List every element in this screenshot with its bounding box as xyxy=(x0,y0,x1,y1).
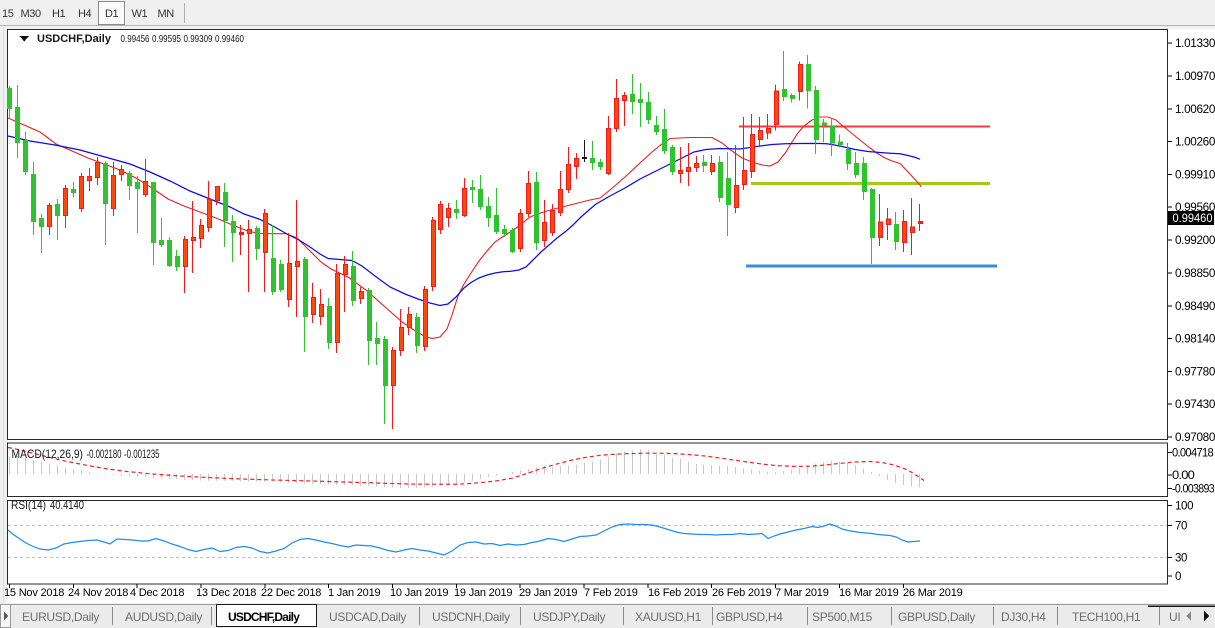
svg-text:0.98850: 0.98850 xyxy=(1175,268,1215,280)
svg-text:USDCNH,Daily: USDCNH,Daily xyxy=(432,610,510,624)
svg-text:29 Jan 2019: 29 Jan 2019 xyxy=(519,587,577,599)
svg-text:100: 100 xyxy=(1175,501,1193,513)
svg-text:0.99595: 0.99595 xyxy=(152,33,181,45)
svg-text:MN: MN xyxy=(158,8,175,20)
svg-text:0.98490: 0.98490 xyxy=(1175,301,1215,313)
svg-text:13 Dec 2018: 13 Dec 2018 xyxy=(196,587,256,599)
svg-text:D1: D1 xyxy=(105,8,119,20)
svg-text:0.98140: 0.98140 xyxy=(1175,334,1215,346)
svg-text:UI: UI xyxy=(1169,610,1180,624)
svg-text:0.00: 0.00 xyxy=(1172,470,1194,482)
svg-text:USDCHF,Daily: USDCHF,Daily xyxy=(37,33,112,45)
svg-text:16 Feb 2019: 16 Feb 2019 xyxy=(648,587,708,599)
svg-text:-0.003893: -0.003893 xyxy=(1172,484,1214,496)
svg-text:USDCAD,Daily: USDCAD,Daily xyxy=(329,610,406,624)
svg-text:W1: W1 xyxy=(132,8,148,20)
svg-text:GBPUSD,H4: GBPUSD,H4 xyxy=(716,610,783,624)
svg-text:RSI(14): RSI(14) xyxy=(11,498,46,512)
svg-text:TECH100,H1: TECH100,H1 xyxy=(1072,610,1141,624)
svg-text:7 Feb 2019: 7 Feb 2019 xyxy=(584,587,638,599)
svg-text:-0.002180: -0.002180 xyxy=(87,447,122,461)
svg-text:16 Mar 2019: 16 Mar 2019 xyxy=(839,587,899,599)
svg-text:H4: H4 xyxy=(78,8,92,20)
svg-text:0.99460: 0.99460 xyxy=(215,33,244,45)
svg-text:0.99200: 0.99200 xyxy=(1175,235,1215,247)
svg-text:70: 70 xyxy=(1175,521,1187,533)
svg-text:0.99456: 0.99456 xyxy=(121,33,150,45)
svg-text:30: 30 xyxy=(1175,553,1187,565)
svg-text:40.4140: 40.4140 xyxy=(50,498,84,512)
svg-text:7 Mar 2019: 7 Mar 2019 xyxy=(775,587,829,599)
svg-text:1.01330: 1.01330 xyxy=(1175,38,1215,50)
svg-text:H1: H1 xyxy=(52,8,66,20)
svg-text:26 Mar 2019: 26 Mar 2019 xyxy=(903,587,963,599)
svg-text:GBPUSD,Daily: GBPUSD,Daily xyxy=(898,610,975,624)
svg-text:AUDUSD,Daily: AUDUSD,Daily xyxy=(125,610,202,624)
svg-text:0.004718: 0.004718 xyxy=(1172,448,1213,460)
svg-text:0.99309: 0.99309 xyxy=(184,33,213,45)
svg-text:0.97780: 0.97780 xyxy=(1175,367,1215,379)
svg-text:-0.001235: -0.001235 xyxy=(124,447,160,461)
svg-text:EURUSD,Daily: EURUSD,Daily xyxy=(22,610,99,624)
svg-text:0.99460: 0.99460 xyxy=(1173,211,1213,225)
svg-text:DJ30,H4: DJ30,H4 xyxy=(1001,610,1046,624)
svg-text:22 Dec 2018: 22 Dec 2018 xyxy=(261,587,321,599)
svg-text:10 Jan 2019: 10 Jan 2019 xyxy=(390,587,448,599)
svg-text:0.97430: 0.97430 xyxy=(1175,399,1215,411)
svg-text:1 Jan 2019: 1 Jan 2019 xyxy=(328,587,381,599)
svg-text:19 Jan 2019: 19 Jan 2019 xyxy=(454,587,512,599)
svg-text:24 Nov 2018: 24 Nov 2018 xyxy=(68,587,128,599)
svg-text:0.99910: 0.99910 xyxy=(1175,170,1215,182)
svg-text:15 Nov 2018: 15 Nov 2018 xyxy=(4,587,64,599)
svg-text:0.97080: 0.97080 xyxy=(1175,432,1215,444)
svg-text:4 Dec 2018: 4 Dec 2018 xyxy=(130,587,184,599)
svg-text:XAUUSD,H1: XAUUSD,H1 xyxy=(635,610,702,624)
svg-text:26 Feb 2019: 26 Feb 2019 xyxy=(712,587,772,599)
svg-text:0: 0 xyxy=(1175,571,1181,583)
svg-text:M30: M30 xyxy=(21,8,41,20)
svg-text:USDJPY,Daily: USDJPY,Daily xyxy=(533,610,606,624)
svg-text:1.00260: 1.00260 xyxy=(1175,137,1215,149)
svg-text:SP500,M15: SP500,M15 xyxy=(812,610,873,624)
svg-text:MACD(12,26,9): MACD(12,26,9) xyxy=(12,447,84,461)
svg-text:USDCHF,Daily: USDCHF,Daily xyxy=(228,610,300,624)
svg-text:15: 15 xyxy=(2,8,14,20)
svg-text:1.00970: 1.00970 xyxy=(1175,71,1215,83)
svg-text:1.00620: 1.00620 xyxy=(1175,104,1215,116)
